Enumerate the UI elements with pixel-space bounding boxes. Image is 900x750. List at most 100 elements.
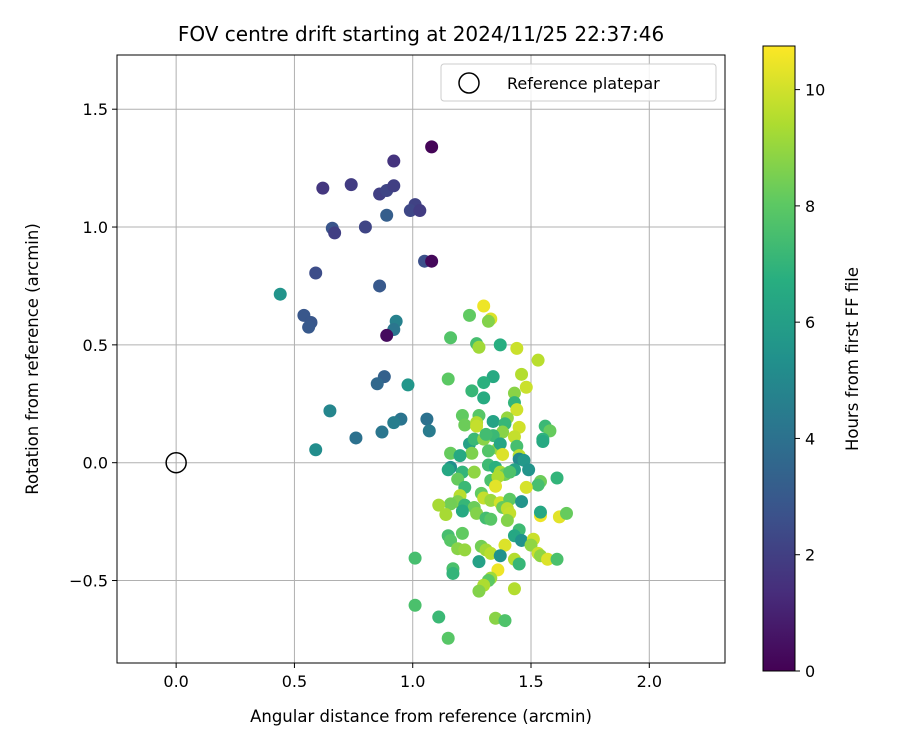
legend-label-reference: Reference platepar [507,74,660,93]
data-point [432,498,446,512]
data-point [550,471,564,485]
data-point [375,425,389,439]
data-point [470,419,484,433]
data-point [507,582,521,596]
data-point [403,204,417,218]
colorbar-tick-label: 8 [805,197,815,216]
data-point [510,341,524,355]
data-point [479,427,493,441]
data-point [441,372,455,386]
data-point [425,254,439,268]
data-point [401,378,415,392]
x-tick-label: 1.5 [518,672,543,691]
data-point [387,154,401,168]
data-point [432,610,446,624]
data-point [486,370,500,384]
data-point [489,479,503,493]
data-point [493,437,507,451]
data-point [444,331,458,345]
data-point [425,140,439,154]
grid-lines [117,55,725,663]
data-point [481,314,495,328]
colorbar-tick-label: 6 [805,313,815,332]
plot-frame [116,54,726,664]
y-axis-ticks: −0.5 0.0 0.5 1.0 1.5 [69,100,117,591]
data-point [465,446,479,460]
data-point [467,432,481,446]
data-point [273,287,287,301]
data-point [462,308,476,322]
data-point [453,449,467,463]
data-point [559,506,573,520]
legend-marker-reference [458,72,480,94]
reference-marker [165,451,187,474]
data-point [309,443,323,457]
colorbar-gradient [762,45,796,672]
x-tick-label: 0.0 [163,672,188,691]
data-point [316,181,330,195]
data-point [444,497,458,511]
y-tick-label: 1.5 [83,100,108,119]
data-point [515,367,529,381]
data-point [373,279,387,293]
x-axis-label: Angular distance from reference (arcmin) [250,707,592,726]
data-point [441,631,455,645]
data-point [458,418,472,432]
data-point [519,380,533,394]
data-point [441,463,455,477]
data-point [498,614,512,628]
data-point [420,412,434,426]
data-points [273,140,573,645]
y-tick-label: 0.5 [83,336,108,355]
data-point [446,566,460,580]
legend: Reference platepar [440,63,717,102]
data-point [387,416,401,430]
data-point [455,504,469,518]
data-point [472,584,486,598]
data-point [496,447,510,461]
data-point [328,226,342,240]
data-point [408,598,422,612]
colorbar-tick-label: 10 [805,81,825,100]
data-point [477,376,491,390]
data-point [541,552,555,566]
data-point [512,557,526,571]
x-tick-label: 1.0 [400,672,425,691]
data-point [493,549,507,563]
data-point [500,513,514,527]
data-point [323,404,337,418]
y-tick-label: 1.0 [83,218,108,237]
data-point [467,465,481,479]
data-point [439,508,453,522]
data-point [309,266,323,280]
colorbar: 0 2 4 6 8 10 Hours from first FF file [762,45,862,681]
data-point [413,204,427,218]
x-tick-label: 2.0 [637,672,662,691]
data-point [472,340,486,354]
data-point [477,299,491,313]
data-point [515,495,529,509]
data-point [370,377,384,391]
data-point [472,555,486,569]
data-point [550,552,564,566]
data-point [458,543,472,557]
data-point [387,179,401,193]
x-axis-ticks: 0.0 0.5 1.0 1.5 2.0 [163,663,662,691]
legend-box [440,63,717,102]
data-point [531,478,545,492]
data-point [522,463,536,477]
data-point [531,353,545,367]
data-point [422,424,436,438]
y-tick-label: −0.5 [69,572,108,591]
data-point [408,551,422,565]
chart-title: FOV centre drift starting at 2024/11/25 … [178,22,664,46]
x-tick-label: 0.5 [282,672,307,691]
data-point [358,220,372,234]
colorbar-tick-label: 0 [805,662,815,681]
data-point [507,386,521,400]
data-point [481,444,495,458]
data-point [465,384,479,398]
data-point [498,538,512,552]
